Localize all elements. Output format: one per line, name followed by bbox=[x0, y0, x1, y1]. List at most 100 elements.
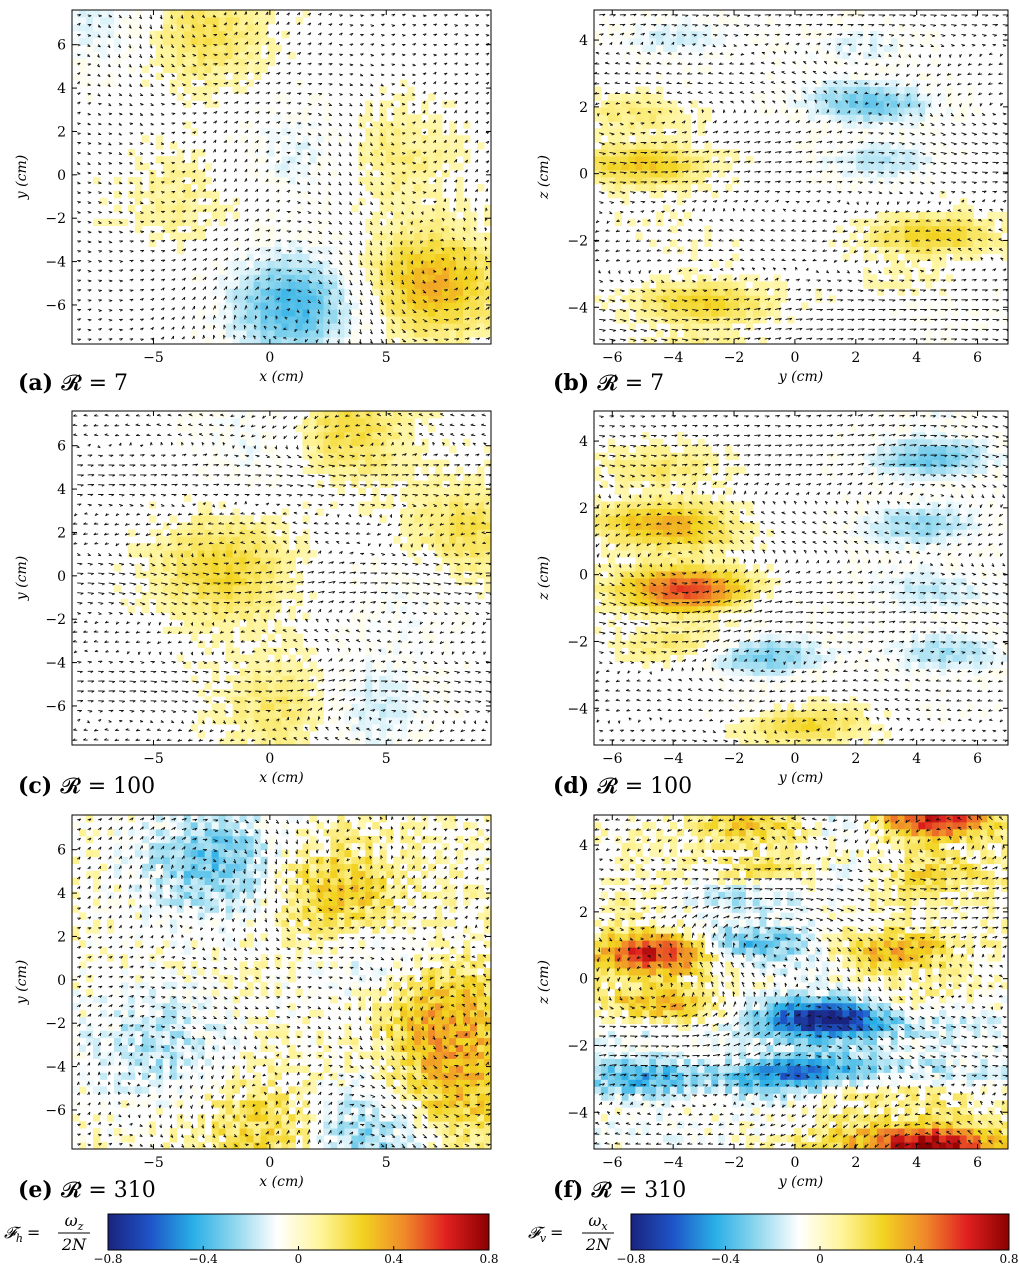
panel-label-b: (b) bbox=[553, 370, 589, 396]
ytick-label-a: 6 bbox=[57, 38, 66, 54]
colorbar-tick-h: 0 bbox=[295, 1252, 303, 1266]
ytick-label-d: −2 bbox=[567, 634, 588, 650]
colorbar-label-v: 𝓕v = bbox=[528, 1223, 563, 1245]
colorbar-tick-v: 0.4 bbox=[905, 1252, 924, 1266]
xtick-label-e: 5 bbox=[382, 1155, 391, 1171]
caption-text-f: 𝓡 = 310 bbox=[591, 1178, 686, 1203]
caption-f: (f) 𝓡 = 310 bbox=[553, 1177, 686, 1203]
panel-a: −5 0 5 −6 −4 −2 0 2 4 6 x (cm) y (cm) (a) 𝓡 = 7 bbox=[14, 9, 492, 396]
ytick-label-e: −2 bbox=[45, 1016, 66, 1032]
xtick-label-d: 6 bbox=[973, 751, 982, 767]
caption-text-d: 𝓡 = 100 bbox=[597, 774, 692, 799]
caption-text-c: 𝓡 = 100 bbox=[60, 774, 155, 799]
plot-frame-c bbox=[71, 410, 492, 746]
xtick-label-d: −2 bbox=[724, 751, 745, 767]
ytick-label-e: 6 bbox=[57, 843, 66, 859]
xtick-label-f: 4 bbox=[912, 1155, 921, 1171]
ytick-label-e: −4 bbox=[45, 1060, 66, 1076]
caption-text-b: 𝓡 = 7 bbox=[597, 371, 664, 396]
colorbar-numerator-v: ωx bbox=[588, 1211, 608, 1233]
xtick-label-a: 0 bbox=[265, 350, 274, 366]
panel-f: −6 −4 −2 0 2 4 6 −4 −2 0 2 4 y (cm) z (cm) (f) 𝓡 = 310 bbox=[536, 814, 1009, 1203]
ytick-label-f: −2 bbox=[567, 1038, 588, 1054]
panel-d: −6 −4 −2 0 2 4 6 −4 −2 0 2 4 y (cm) z (cm) (d) 𝓡 = 100 bbox=[536, 410, 1009, 799]
ytick-label-f: 2 bbox=[579, 905, 588, 921]
ytick-label-f: 4 bbox=[579, 838, 588, 854]
ylabel-d: z (cm) bbox=[536, 556, 552, 601]
velocity-arrows-b bbox=[594, 13, 1008, 342]
panel-label-f: (f) bbox=[553, 1177, 583, 1203]
xtick-label-d: 2 bbox=[851, 751, 860, 767]
ytick-label-d: −4 bbox=[567, 701, 588, 717]
ytick-label-f: 0 bbox=[579, 972, 588, 988]
ytick-label-a: −4 bbox=[45, 255, 66, 271]
colorbar-tick-v: 0.8 bbox=[999, 1252, 1018, 1266]
ytick-label-b: 0 bbox=[579, 167, 588, 183]
xtick-label-a: −5 bbox=[143, 350, 164, 366]
panel-label-d: (d) bbox=[553, 773, 589, 799]
xlabel-d: y (cm) bbox=[778, 770, 823, 786]
colorbar-tick-h: −0.8 bbox=[93, 1252, 122, 1266]
xtick-label-b: −6 bbox=[602, 350, 623, 366]
colorbar-tick-h: 0.8 bbox=[479, 1252, 498, 1266]
panel-c: −5 0 5 −6 −4 −2 0 2 4 6 x (cm) y (cm) (c) 𝓡 = 100 bbox=[14, 410, 492, 799]
colorbar-tick-h: 0.4 bbox=[384, 1252, 403, 1266]
xtick-label-b: 6 bbox=[973, 350, 982, 366]
xtick-label-f: 2 bbox=[851, 1155, 860, 1171]
ytick-label-e: 4 bbox=[57, 886, 66, 902]
xtick-label-d: 4 bbox=[912, 751, 921, 767]
xtick-label-d: −6 bbox=[602, 751, 623, 767]
ytick-label-c: 0 bbox=[57, 569, 66, 585]
ytick-label-e: 0 bbox=[57, 973, 66, 989]
colorbar-gradient-v bbox=[630, 1213, 1010, 1251]
velocity-arrows-f bbox=[594, 816, 1008, 1149]
ytick-label-c: −6 bbox=[45, 699, 66, 715]
ylabel-c: y (cm) bbox=[14, 556, 30, 601]
caption-e: (e) 𝓡 = 310 bbox=[18, 1177, 156, 1203]
xtick-label-b: 4 bbox=[912, 350, 921, 366]
ylabel-a: y (cm) bbox=[14, 155, 30, 200]
xtick-label-b: 0 bbox=[790, 350, 799, 366]
colorbar-tick-h: −0.4 bbox=[189, 1252, 219, 1266]
vorticity-field-f bbox=[594, 815, 1008, 1149]
colorbar-denominator-v: 2N bbox=[585, 1235, 611, 1254]
plot-frame-b bbox=[593, 9, 1009, 345]
colorbar-label-h: 𝓕h = bbox=[4, 1223, 40, 1245]
xtick-label-c: 5 bbox=[382, 751, 391, 767]
xtick-label-c: 0 bbox=[265, 751, 274, 767]
xtick-label-f: −2 bbox=[724, 1155, 745, 1171]
caption-text-e: 𝓡 = 310 bbox=[61, 1178, 156, 1203]
xlabel-c: x (cm) bbox=[259, 770, 303, 786]
velocity-arrows-a bbox=[76, 11, 491, 344]
velocity-arrows-d bbox=[594, 413, 1008, 743]
plot-frame-f bbox=[593, 814, 1009, 1150]
xlabel-e: x (cm) bbox=[259, 1174, 303, 1190]
panel-b: −6 −4 −2 0 2 4 6 −4 −2 0 2 4 y (cm) z (cm) (b) 𝓡 = 7 bbox=[536, 9, 1009, 396]
caption-a: (a) 𝓡 = 7 bbox=[18, 370, 128, 396]
ytick-label-a: −6 bbox=[45, 298, 66, 314]
xtick-label-b: 2 bbox=[851, 350, 860, 366]
ytick-label-b: 2 bbox=[579, 100, 588, 116]
vorticity-field-b bbox=[594, 10, 1008, 344]
xtick-label-f: 6 bbox=[973, 1155, 982, 1171]
xtick-label-b: −4 bbox=[663, 350, 684, 366]
colorbar-tick-v: −0.4 bbox=[711, 1252, 741, 1266]
xtick-label-f: −4 bbox=[663, 1155, 684, 1171]
ylabel-f: z (cm) bbox=[536, 960, 552, 1005]
colorbar-numerator-h: ωz bbox=[65, 1211, 84, 1233]
ytick-label-a: 0 bbox=[57, 168, 66, 184]
vorticity-field-c bbox=[72, 411, 491, 745]
ytick-label-a: 2 bbox=[57, 124, 66, 140]
caption-c: (c) 𝓡 = 100 bbox=[18, 773, 155, 799]
xtick-label-a: 5 bbox=[382, 350, 391, 366]
plot-frame-a bbox=[71, 9, 492, 345]
ytick-label-a: −2 bbox=[45, 211, 66, 227]
vorticity-field-a bbox=[72, 10, 491, 344]
ytick-label-b: −4 bbox=[567, 300, 588, 316]
panel-label-e: (e) bbox=[18, 1177, 53, 1203]
ytick-label-c: −4 bbox=[45, 656, 66, 672]
ytick-label-c: 6 bbox=[57, 439, 66, 455]
vorticity-field-d bbox=[594, 411, 1008, 745]
ytick-label-e: 2 bbox=[57, 929, 66, 945]
colorbar-gradient-h bbox=[107, 1213, 490, 1251]
